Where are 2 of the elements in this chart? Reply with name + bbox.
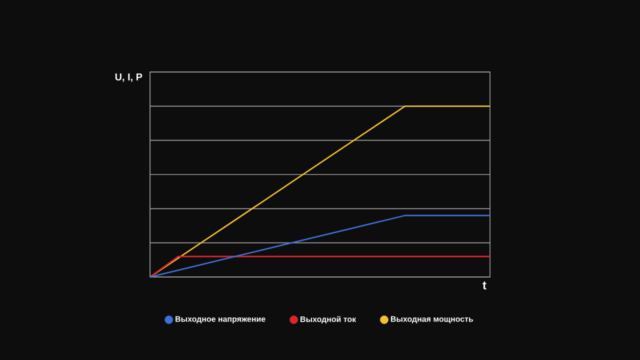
x-axis-title: t [482,282,486,290]
y-axis-title: U, I, P [115,74,142,82]
